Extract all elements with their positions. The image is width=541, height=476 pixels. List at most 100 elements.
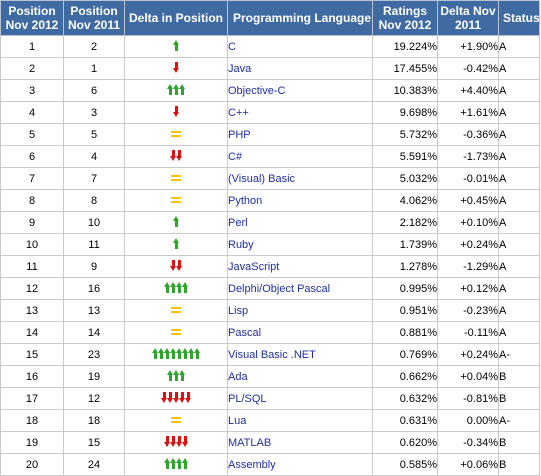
rating: 0.995% [372,277,438,300]
rating: 0.585% [372,453,438,476]
language-link[interactable]: Python [228,194,263,207]
language-cell: Visual Basic .NET [227,343,373,366]
rating: 0.662% [372,365,438,388]
position-2012: 12 [0,277,64,300]
delta-position [124,123,228,146]
arrow-up-icons [172,39,179,51]
rating: 5.732% [372,123,438,146]
arrow-down-icon [175,149,182,161]
equals-icon [171,130,181,138]
status: A [498,167,540,190]
language-link[interactable]: Lisp [228,304,249,317]
arrow-down-icon [169,149,176,161]
unchanged-icon [171,172,181,184]
status: A [498,277,540,300]
language-cell: PL/SQL [227,387,373,410]
arrow-up-icon [175,281,182,293]
arrow-down-icons [169,149,182,161]
language-cell: C++ [227,101,373,124]
arrow-down-icon [175,259,182,271]
delta-position [124,79,228,102]
rating: 1.739% [372,233,438,256]
status: B [498,365,540,388]
status: A [498,255,540,278]
table-row: 3 6 Objective-C 10.383% +4.40% A [0,79,540,102]
position-2011: 18 [63,409,125,432]
delta-rating: -0.81% [437,387,499,410]
arrow-up-icons [172,215,179,227]
language-link[interactable]: Delphi/Object Pascal [228,282,331,295]
position-2011: 2 [63,35,125,58]
unchanged-icon [171,304,181,316]
arrow-up-icons [166,83,185,95]
arrow-up-icon [178,83,185,95]
language-link[interactable]: Ruby [228,238,254,251]
rating: 2.182% [372,211,438,234]
equals-icon [171,306,181,314]
language-cell: Java [227,57,373,80]
table-row: 19 15 MATLAB 0.620% -0.34% B [0,431,540,454]
header-status: Status [498,0,540,36]
language-link[interactable]: Perl [228,216,248,229]
language-link[interactable]: Lua [228,414,247,427]
language-link[interactable]: (Visual) Basic [228,172,296,185]
equals-icon [171,416,181,424]
position-2012: 15 [0,343,64,366]
delta-rating: +0.45% [437,189,499,212]
position-2012: 17 [0,387,64,410]
language-link[interactable]: Objective-C [228,84,286,97]
table-row: 8 8 Python 4.062% +0.45% A [0,189,540,212]
header-delta-position: Delta in Position [124,0,228,36]
unchanged-icon [171,128,181,140]
arrow-up-icon [157,347,164,359]
header-row: Position Nov 2012 Position Nov 2011 Delt… [0,0,540,36]
position-2011: 15 [63,431,125,454]
header-ratings: Ratings Nov 2012 [372,0,438,36]
delta-position [124,167,228,190]
position-2012: 20 [0,453,64,476]
delta-rating: -0.36% [437,123,499,146]
language-link[interactable]: C# [228,150,243,163]
language-link[interactable]: Java [228,62,252,75]
language-link[interactable]: Assembly [228,458,276,471]
position-2012: 10 [0,233,64,256]
position-2011: 13 [63,299,125,322]
table-row: 20 24 Assembly 0.585% +0.06% B [0,453,540,476]
language-link[interactable]: Ada [228,370,248,383]
delta-rating: +0.12% [437,277,499,300]
equals-icon [171,328,181,336]
delta-rating: -0.23% [437,299,499,322]
delta-rating: +0.24% [437,343,499,366]
status: B [498,387,540,410]
position-2012: 9 [0,211,64,234]
rating: 5.591% [372,145,438,168]
position-2012: 6 [0,145,64,168]
delta-rating: -0.11% [437,321,499,344]
delta-position [124,189,228,212]
language-link[interactable]: PL/SQL [228,392,267,405]
table-row: 9 10 Perl 2.182% +0.10% A [0,211,540,234]
delta-position [124,277,228,300]
delta-position [124,211,228,234]
arrow-up-icon [178,369,185,381]
language-link[interactable]: JavaScript [228,260,280,273]
status: A [498,321,540,344]
language-link[interactable]: Visual Basic .NET [228,348,316,361]
arrow-up-icon [172,83,179,95]
language-link[interactable]: C [228,40,236,53]
unchanged-icon [171,326,181,338]
position-2011: 5 [63,123,125,146]
status: A [498,35,540,58]
delta-position [124,343,228,366]
language-cell: Pascal [227,321,373,344]
arrow-down-icons [160,391,191,403]
language-link[interactable]: Pascal [228,326,262,339]
arrow-down-icons [169,259,182,271]
delta-position [124,57,228,80]
status: A [498,101,540,124]
language-link[interactable]: C++ [228,106,249,119]
language-link[interactable]: MATLAB [228,436,272,449]
language-link[interactable]: PHP [228,128,251,141]
arrow-up-icon [187,347,194,359]
arrow-up-icons [163,457,188,469]
